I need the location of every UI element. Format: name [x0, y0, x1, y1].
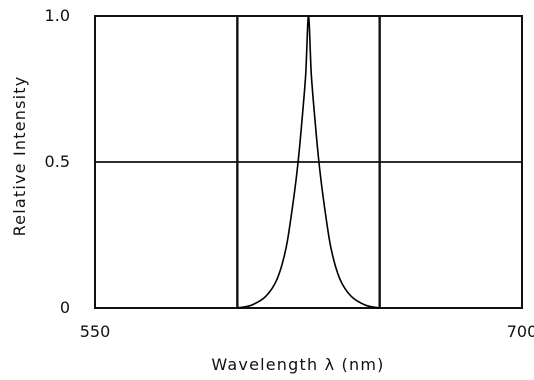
- intensity-curve: [237, 15, 380, 309]
- y-tick-label: 1.0: [45, 6, 70, 25]
- grid-layer: [95, 16, 522, 308]
- y-axis-title: Relative Intensity: [10, 76, 29, 237]
- x-tick-label: 550: [80, 322, 111, 341]
- y-tick-label: 0: [60, 298, 70, 317]
- tick-labels: 0 0.5 1.0 550 700: [45, 6, 534, 341]
- x-tick-label: 700: [507, 322, 534, 341]
- x-axis-title: Wavelength λ (nm): [211, 355, 384, 374]
- y-tick-label: 0.5: [45, 152, 70, 171]
